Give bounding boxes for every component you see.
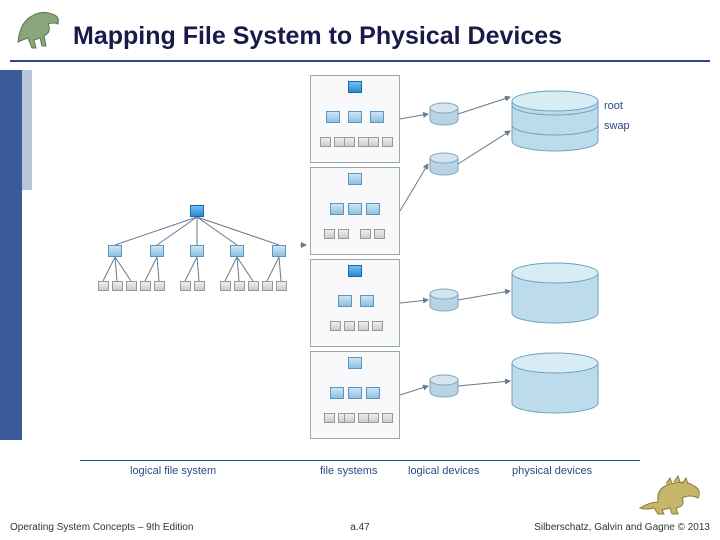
svg-text:swap: swap	[604, 120, 630, 132]
dino-icon	[636, 472, 708, 516]
footer-left: Operating System Concepts – 9th Edition	[10, 522, 193, 533]
slide-title: Mapping File System to Physical Devices	[73, 22, 562, 51]
slide-footer: Operating System Concepts – 9th Edition …	[0, 516, 720, 538]
header-rule	[10, 60, 710, 62]
footer-right: Silberschatz, Galvin and Gagne © 2013	[534, 522, 710, 533]
column-labels-row: logical file system file systems logical…	[80, 460, 640, 465]
slide-header: Mapping File System to Physical Devices	[0, 8, 720, 64]
col-label-physical-devices: physical devices	[512, 465, 592, 477]
left-sidebar-accent	[22, 70, 32, 190]
footer-page: a.47	[350, 522, 369, 533]
left-sidebar	[0, 70, 22, 440]
svg-text:root: root	[604, 100, 623, 112]
col-label-file-systems: file systems	[320, 465, 377, 477]
col-label-logical-devices: logical devices	[408, 465, 480, 477]
col-label-logical-fs: logical file system	[130, 465, 216, 477]
diagram-area: root swap	[80, 75, 640, 470]
